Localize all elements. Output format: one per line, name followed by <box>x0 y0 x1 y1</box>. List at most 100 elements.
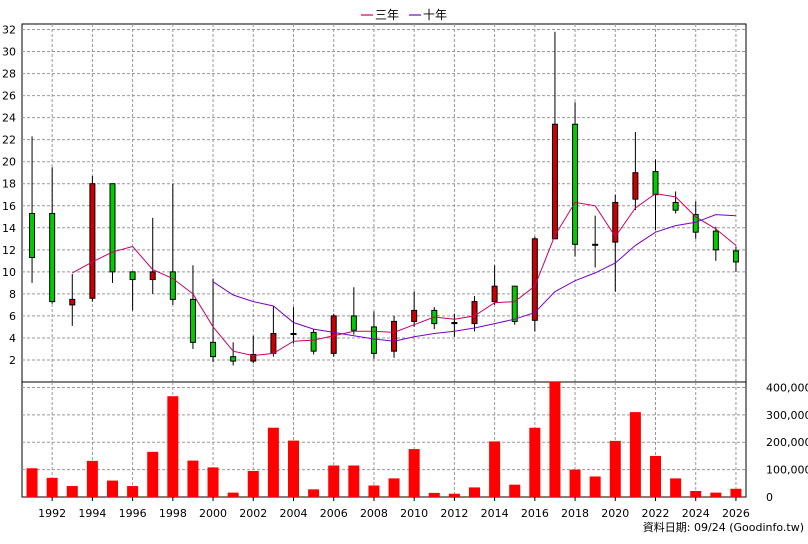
price-tick-label: 24 <box>2 112 16 125</box>
volume-bar <box>388 478 400 497</box>
candle-body <box>230 356 237 362</box>
legend-label-3yr: 三年 <box>375 8 399 22</box>
candle-body <box>149 271 156 281</box>
volume-bar <box>328 465 340 497</box>
volume-bar <box>448 493 460 497</box>
candle-body <box>592 243 599 246</box>
data-date-footer: 資料日期: 09/24 (Goodinfo.tw) <box>643 520 804 534</box>
x-tick-label: 1994 <box>78 507 106 520</box>
volume-bar <box>207 467 219 497</box>
candle-body <box>471 301 478 325</box>
x-tick-label: 2000 <box>199 507 227 520</box>
candle-body <box>169 271 176 300</box>
volume-bar <box>730 488 742 497</box>
volume-bar <box>308 489 320 497</box>
volume-bar <box>227 492 239 497</box>
volume-tick-label: 400,000 <box>766 381 808 394</box>
volume-bar <box>187 460 199 497</box>
price-tick-label: 22 <box>2 134 16 147</box>
volume-bar <box>589 476 601 497</box>
candle-body <box>531 238 538 321</box>
volume-bar <box>127 486 139 497</box>
candle-body <box>270 333 277 354</box>
price-tick-label: 6 <box>9 310 16 323</box>
volume-bar <box>629 412 641 497</box>
x-tick-label: 2024 <box>682 507 710 520</box>
volume-bar <box>710 492 722 497</box>
x-tick-label: 2020 <box>601 507 629 520</box>
x-tick-label: 2016 <box>521 507 549 520</box>
candle-body <box>692 214 699 233</box>
candle-body <box>290 333 297 336</box>
volume-bar <box>650 455 661 497</box>
x-tick-label: 2014 <box>481 507 509 520</box>
x-tick-label: 2012 <box>440 507 468 520</box>
candle-body <box>330 315 337 354</box>
volume-bar <box>66 486 78 497</box>
price-tick-label: 4 <box>9 332 16 345</box>
x-tick-label: 2004 <box>280 507 308 520</box>
x-tick-label: 1992 <box>38 507 66 520</box>
legend: 三年 十年 <box>361 8 447 22</box>
price-tick-label: 18 <box>2 178 16 191</box>
volume-panel: 0 100,000 200,000 300,000 400,000 <box>21 381 808 504</box>
volume-bar <box>609 440 621 497</box>
candle-body <box>411 309 418 322</box>
candle-body <box>129 271 136 281</box>
volume-bar <box>86 460 98 497</box>
candle-body <box>210 341 217 358</box>
volume-bar <box>26 468 38 497</box>
ma-line-3yr <box>72 193 737 357</box>
volume-bar <box>368 485 380 497</box>
volume-bar <box>46 477 58 497</box>
volume-tick-label: 0 <box>766 491 773 504</box>
candle-body <box>189 298 196 343</box>
volume-bar <box>489 441 501 497</box>
price-grid <box>22 24 746 382</box>
candle-body <box>49 212 56 303</box>
candle-body <box>310 331 317 352</box>
candle-body <box>612 201 619 243</box>
volume-bar <box>167 396 179 497</box>
candle-body <box>109 183 116 273</box>
price-plot-area <box>21 23 747 383</box>
volume-bar <box>428 492 440 497</box>
candle-body <box>511 285 518 322</box>
candle-body <box>732 250 739 263</box>
candle-body <box>712 230 719 251</box>
volume-bar <box>670 478 682 497</box>
x-tick-label: 2008 <box>360 507 388 520</box>
volume-bar <box>247 470 259 497</box>
price-tick-label: 20 <box>2 156 16 169</box>
volume-tick-label: 200,000 <box>766 436 808 449</box>
price-tick-label: 30 <box>2 46 16 59</box>
volume-bars <box>26 382 742 497</box>
price-tick-label: 10 <box>2 266 16 279</box>
x-tick-label: 2018 <box>561 507 589 520</box>
candle-body <box>672 201 679 211</box>
candle-body <box>29 212 36 259</box>
price-tick-label: 32 <box>2 24 16 37</box>
x-tick-label: 2022 <box>642 507 670 520</box>
volume-bar <box>549 382 561 497</box>
volume-bar <box>509 484 521 497</box>
x-tick-label: 1996 <box>119 507 147 520</box>
volume-bar <box>469 487 480 497</box>
price-tick-label: 16 <box>2 200 16 213</box>
volume-bar <box>348 465 360 497</box>
candle-body <box>572 123 579 245</box>
volume-bar <box>288 440 299 497</box>
candle-body <box>551 123 558 240</box>
price-tick-label: 2 <box>9 354 16 367</box>
volume-plot-area <box>21 381 747 498</box>
price-tick-label: 26 <box>2 90 16 103</box>
price-tick-label: 8 <box>9 288 16 301</box>
volume-bar <box>408 449 420 497</box>
x-tick-label: 2006 <box>320 507 348 520</box>
ma-line-10yr <box>212 214 736 342</box>
candle-body <box>350 315 357 331</box>
